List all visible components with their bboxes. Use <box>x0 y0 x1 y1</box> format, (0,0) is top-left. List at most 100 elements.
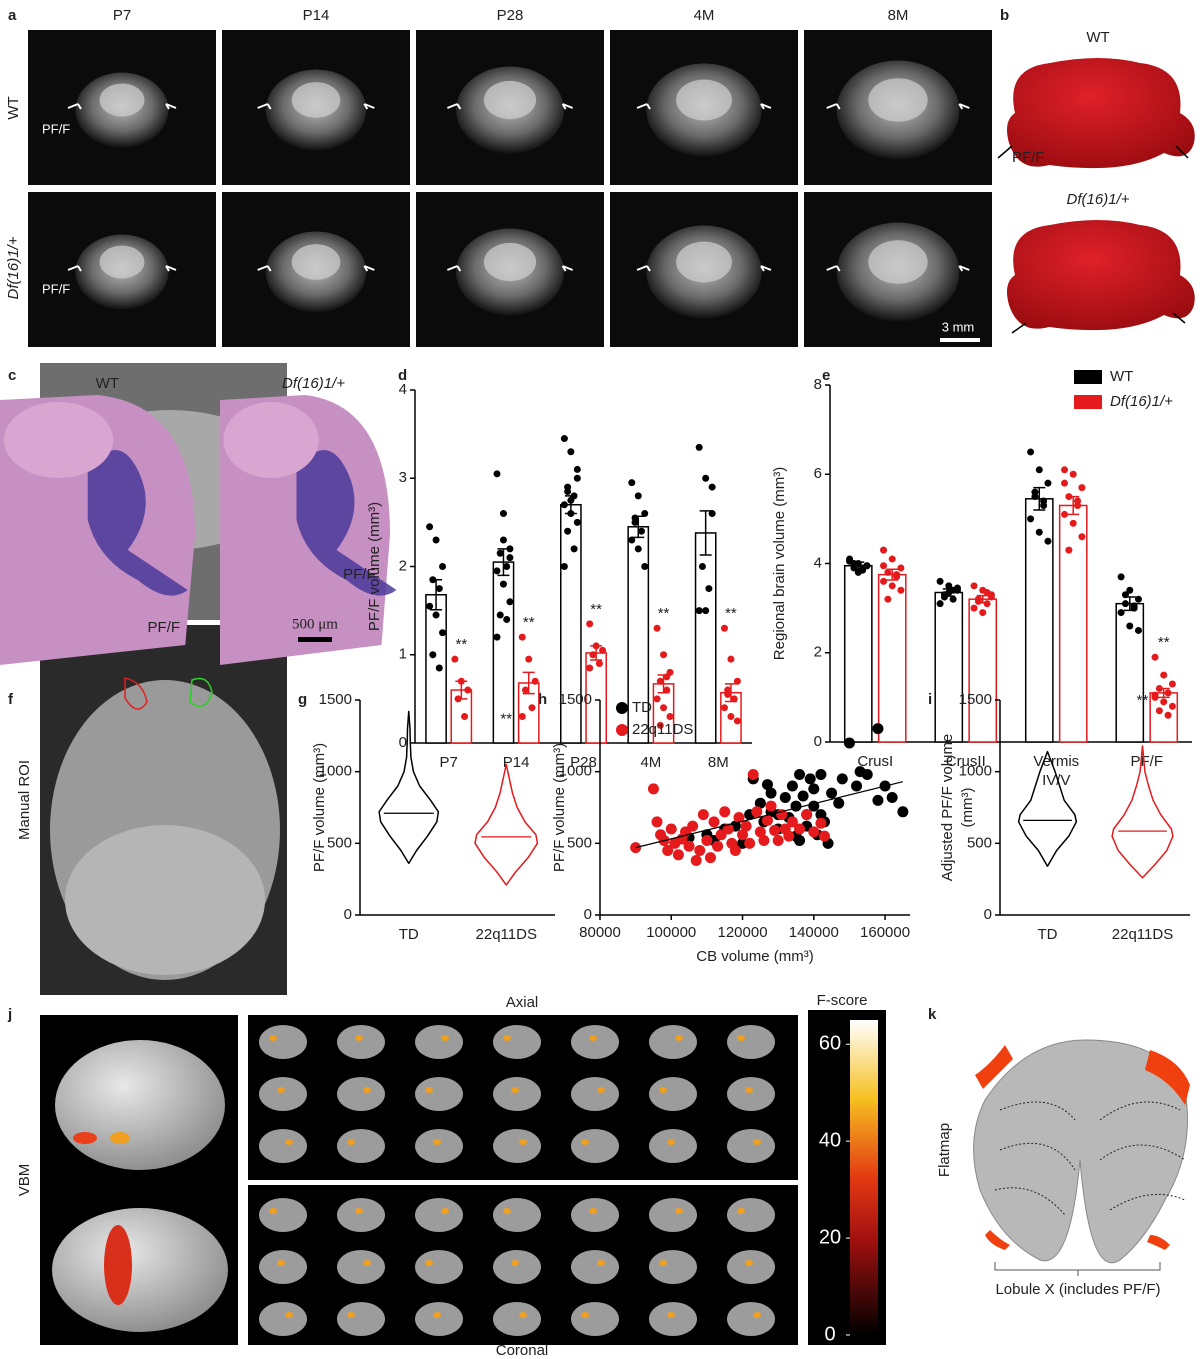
flatmap-blobs <box>975 1045 1190 1250</box>
data-point <box>729 845 741 856</box>
granular-layer <box>223 402 319 478</box>
data-point <box>704 852 716 864</box>
brain-render <box>55 1040 225 1170</box>
panel-letter: k <box>928 1006 937 1023</box>
data-point <box>451 655 459 663</box>
blob <box>737 1208 745 1214</box>
data-point <box>663 686 671 694</box>
blob <box>503 1035 511 1041</box>
panel-letter: g <box>298 691 307 708</box>
data-point <box>586 664 594 672</box>
y-axis-label: PF/F volume (mm³) <box>366 502 383 631</box>
data-point <box>872 794 884 806</box>
data-point <box>1069 519 1077 527</box>
brain-slice <box>337 1198 385 1232</box>
data-point <box>564 487 572 495</box>
data-point <box>850 560 858 567</box>
data-point <box>754 797 766 809</box>
data-point <box>826 787 838 799</box>
data-point <box>429 576 437 584</box>
panel-letter: d <box>398 367 407 384</box>
lobule-borders <box>994 1101 1186 1216</box>
data-point <box>1044 537 1052 545</box>
arrow <box>67 265 82 272</box>
arrow <box>67 103 82 110</box>
x-tick-label: 22q11DS <box>476 926 537 943</box>
data-point <box>628 479 636 487</box>
data-point <box>794 769 806 781</box>
data-point <box>439 629 447 637</box>
data-point <box>493 470 501 478</box>
data-point <box>1164 711 1172 719</box>
annotation: Lobule X (includes PF/F) <box>995 1281 1160 1298</box>
colorbar <box>850 1020 878 1335</box>
data-point <box>719 806 731 818</box>
brain-slice <box>727 1129 775 1163</box>
arrow <box>826 103 841 110</box>
row-label: WT <box>1086 29 1109 46</box>
y-tick-label: 4 <box>814 554 822 571</box>
bracket <box>994 1262 1161 1276</box>
blob <box>433 1312 441 1318</box>
blob <box>589 1208 597 1214</box>
data-point <box>987 593 995 601</box>
data-point <box>665 823 677 835</box>
data-point <box>1160 698 1168 706</box>
scale-label: 500 μm <box>292 616 338 632</box>
data-point <box>880 546 888 554</box>
data-point <box>499 510 507 518</box>
y-tick-label: 0 <box>584 906 592 923</box>
data-point <box>720 704 728 712</box>
data-point <box>586 620 594 628</box>
data-point <box>779 791 791 803</box>
data-point <box>641 563 649 570</box>
data-point <box>493 633 501 641</box>
arrow <box>165 265 177 272</box>
blob <box>667 1312 675 1318</box>
brain-slice <box>493 1129 541 1163</box>
scale-label: 3 mm <box>942 319 975 334</box>
brain-slice <box>337 1025 385 1059</box>
brain-slice <box>415 1250 463 1284</box>
data-point <box>758 834 770 846</box>
data-point <box>940 593 948 601</box>
data-point <box>936 577 944 585</box>
brain-slice <box>727 1302 775 1336</box>
data-point <box>1035 528 1043 536</box>
data-point <box>880 562 888 570</box>
data-point <box>897 586 905 594</box>
blob <box>277 1087 285 1093</box>
data-point <box>461 713 469 721</box>
side-label: Manual ROI <box>16 760 33 840</box>
data-point <box>751 806 763 818</box>
data-point <box>683 840 695 852</box>
brain-slice <box>571 1025 619 1059</box>
data-point <box>656 721 664 729</box>
significance: ** <box>455 636 467 653</box>
arrow <box>636 103 651 110</box>
brain-slice <box>649 1129 697 1163</box>
data-point <box>457 677 465 685</box>
brain-slice <box>259 1250 307 1284</box>
y-tick-label: 0 <box>344 906 352 923</box>
roi-label: PF/F <box>42 121 70 136</box>
data-point <box>851 780 863 792</box>
data-point <box>506 598 514 606</box>
data-point <box>592 642 600 650</box>
brain-slice <box>727 1198 775 1232</box>
data-point <box>720 624 728 632</box>
legend-marker <box>616 702 628 714</box>
data-point <box>1035 466 1043 474</box>
roi-label: PF/F <box>343 566 376 583</box>
data-point <box>690 855 702 867</box>
brain-slice <box>259 1198 307 1232</box>
data-point <box>1061 466 1069 474</box>
blob <box>659 1260 667 1266</box>
roi-label: PF/F <box>42 281 70 296</box>
blob <box>269 1035 277 1041</box>
data-point <box>634 492 642 500</box>
data-point <box>872 723 884 735</box>
legend-marker <box>616 724 628 736</box>
data-point <box>1065 493 1073 501</box>
blob <box>511 1087 519 1093</box>
